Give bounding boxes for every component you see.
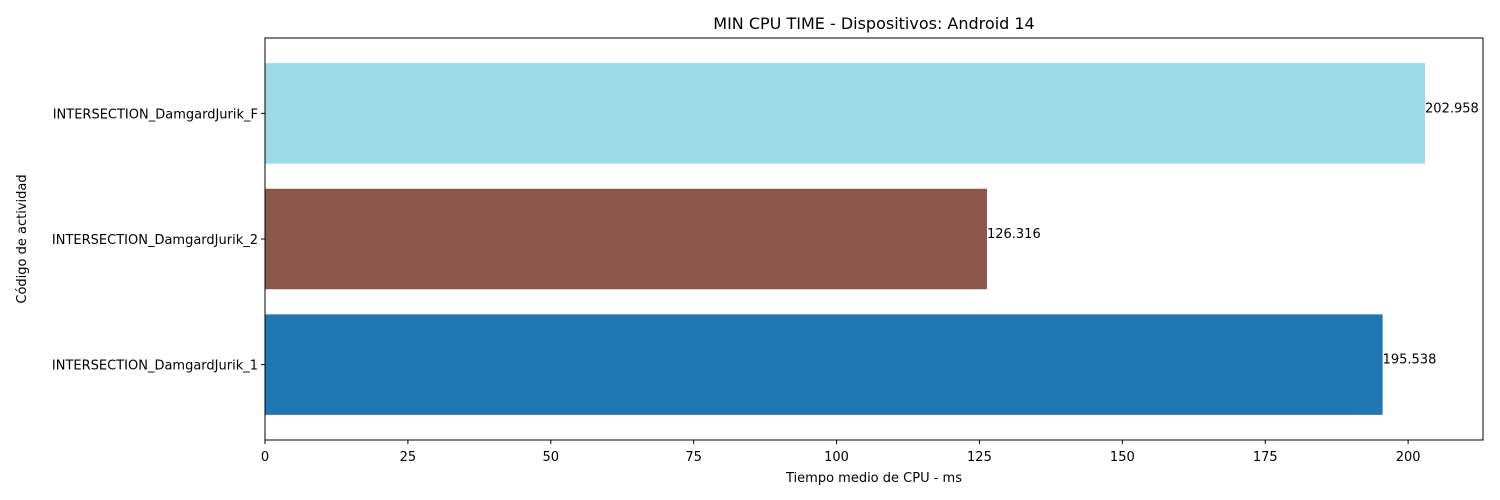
value-label-2: 126.316 <box>987 227 1041 242</box>
x-tick-label: 25 <box>400 450 417 465</box>
y-axis-label: Código de actividad <box>15 174 30 303</box>
x-axis-label: Tiempo medio de CPU - ms <box>785 471 962 486</box>
x-tick-label: 175 <box>1253 450 1278 465</box>
value-labels-group: 195.538 126.316 202.958 <box>987 101 1479 367</box>
bar-1 <box>265 314 1383 415</box>
bars-group <box>265 63 1426 415</box>
plot-frame <box>264 37 1484 441</box>
x-tick-label: 0 <box>261 450 269 465</box>
y-tick-label: INTERSECTION_DamgardJurik_F <box>53 107 258 122</box>
y-axis: INTERSECTION_DamgardJurik_1 INTERSECTION_… <box>52 107 265 374</box>
x-tick-label: 50 <box>543 450 560 465</box>
y-tick-label: INTERSECTION_DamgardJurik_2 <box>52 233 258 248</box>
x-tick-label: 100 <box>824 450 849 465</box>
x-tick-label: 125 <box>967 450 992 465</box>
value-label-3: 202.958 <box>1425 101 1479 116</box>
x-tick-label: 150 <box>1110 450 1135 465</box>
value-label-1: 195.538 <box>1383 353 1437 368</box>
bar-2 <box>265 188 987 290</box>
chart-title: MIN CPU TIME - Dispositivos: Android 14 <box>713 14 1034 33</box>
y-tick-label: INTERSECTION_DamgardJurik_1 <box>52 359 258 374</box>
bar-3 <box>265 63 1426 164</box>
x-axis: 0 25 50 75 100 125 150 175 200 <box>261 440 1421 465</box>
x-tick-label: 75 <box>685 450 702 465</box>
x-tick-label: 200 <box>1396 450 1421 465</box>
